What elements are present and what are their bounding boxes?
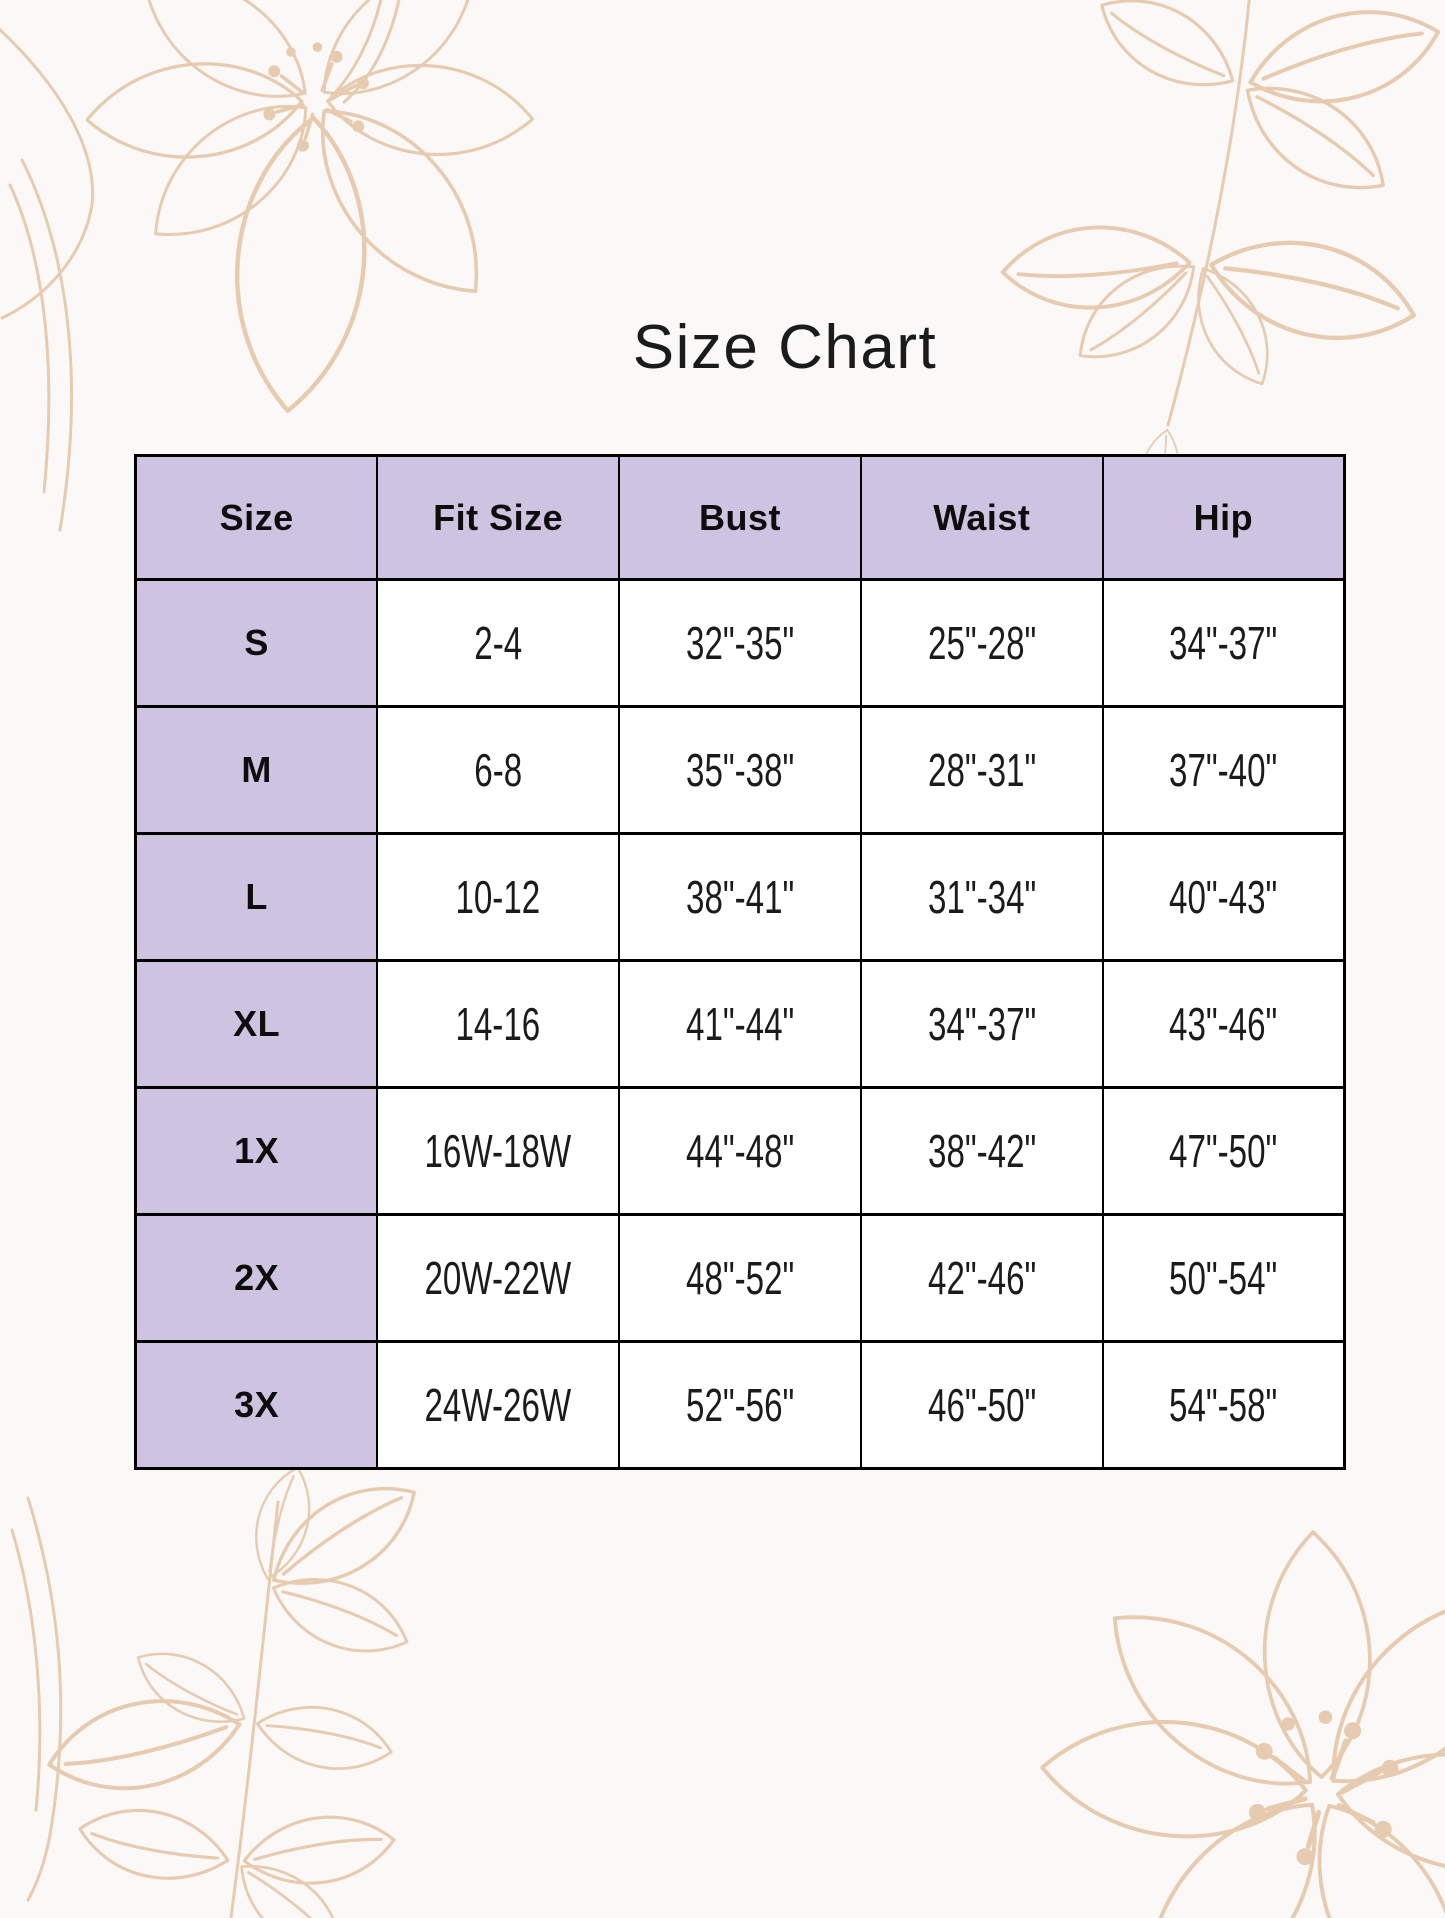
column-header-fit-size: Fit Size — [376, 454, 621, 581]
hip-cell: 54"-58" — [1101, 1340, 1346, 1470]
column-header-waist: Waist — [859, 454, 1104, 581]
waist-cell: 46"-50" — [859, 1340, 1104, 1470]
row-label: XL — [134, 959, 379, 1089]
leaf-branch-top-right-illustration — [998, 0, 1445, 519]
row-label: L — [134, 832, 379, 962]
waist-cell: 31"-34" — [859, 832, 1104, 962]
waist-cell: 38"-42" — [859, 1086, 1104, 1216]
fit-size-cell: 6-8 — [376, 705, 621, 835]
table-row-l: L 10-12 38"-41" 31"-34" 40"-43" — [134, 832, 1346, 962]
column-header-bust: Bust — [618, 454, 862, 581]
waist-cell: 25"-28" — [859, 578, 1104, 708]
fit-size-cell: 2-4 — [376, 578, 621, 708]
flower-top-left-illustration — [0, 0, 538, 532]
row-label: 3X — [134, 1340, 379, 1470]
page-title: Size Chart — [632, 313, 938, 382]
bust-cell: 52"-56" — [618, 1340, 862, 1470]
hip-cell: 50"-54" — [1101, 1213, 1346, 1343]
fit-size-cell: 20W-22W — [376, 1213, 621, 1343]
size-chart-table: Size Fit Size Bust Waist Hip S 2-4 32"-3… — [134, 454, 1346, 1470]
table-row-3x: 3X 24W-26W 52"-56" 46"-50" 54"-58" — [134, 1340, 1346, 1470]
table-row-xl: XL 14-16 41"-44" 34"-37" 43"-46" — [134, 959, 1346, 1089]
fit-size-cell: 24W-26W — [376, 1340, 621, 1470]
column-header-size: Size — [134, 454, 379, 581]
waist-cell: 28"-31" — [859, 705, 1104, 835]
row-label: M — [134, 705, 379, 835]
row-label: 2X — [134, 1213, 379, 1343]
leaf-branch-bottom-left-illustration — [10, 1459, 435, 1918]
fit-size-cell: 10-12 — [376, 832, 621, 962]
hip-cell: 37"-40" — [1101, 705, 1346, 835]
row-label: S — [134, 578, 379, 708]
bust-cell: 32"-35" — [618, 578, 862, 708]
bust-cell: 48"-52" — [618, 1213, 862, 1343]
table-row-1x: 1X 16W-18W 44"-48" 38"-42" 47"-50" — [134, 1086, 1346, 1216]
header-row: Size Fit Size Bust Waist Hip — [134, 454, 1346, 581]
table-row-2x: 2X 20W-22W 48"-52" 42"-46" 50"-54" — [134, 1213, 1346, 1343]
hip-cell: 43"-46" — [1101, 959, 1346, 1089]
bust-cell: 35"-38" — [618, 705, 862, 835]
waist-cell: 42"-46" — [859, 1213, 1104, 1343]
waist-cell: 34"-37" — [859, 959, 1104, 1089]
flower-bottom-right-illustration — [1037, 1528, 1445, 1918]
bust-cell: 41"-44" — [618, 959, 862, 1089]
column-header-hip: Hip — [1101, 454, 1346, 581]
table-row-m: M 6-8 35"-38" 28"-31" 37"-40" — [134, 705, 1346, 835]
hip-cell: 34"-37" — [1101, 578, 1346, 708]
table-row-s: S 2-4 32"-35" 25"-28" 34"-37" — [134, 578, 1346, 708]
hip-cell: 47"-50" — [1101, 1086, 1346, 1216]
hip-cell: 40"-43" — [1101, 832, 1346, 962]
bust-cell: 38"-41" — [618, 832, 862, 962]
fit-size-cell: 16W-18W — [376, 1086, 621, 1216]
row-label: 1X — [134, 1086, 379, 1216]
fit-size-cell: 14-16 — [376, 959, 621, 1089]
bust-cell: 44"-48" — [618, 1086, 862, 1216]
